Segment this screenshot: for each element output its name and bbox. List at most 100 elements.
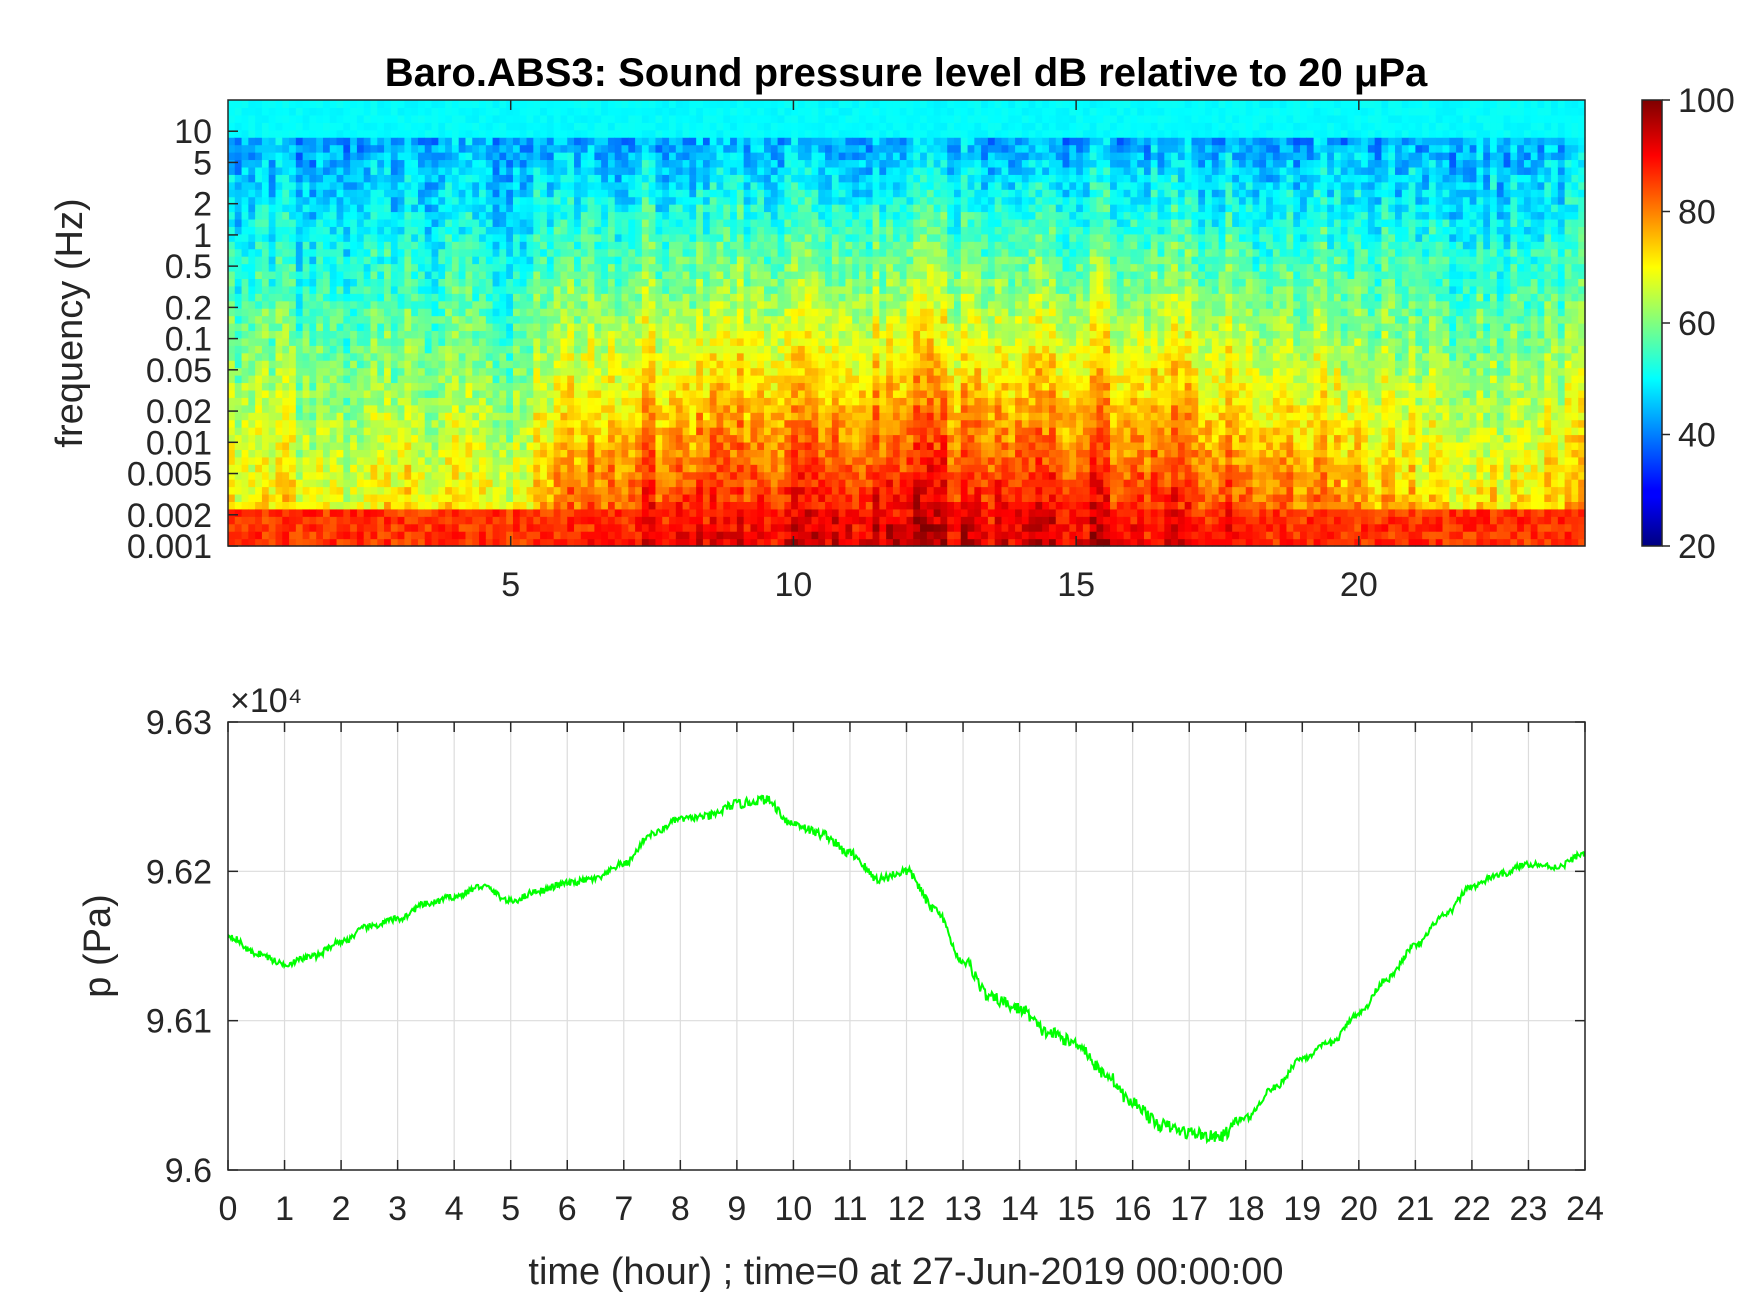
- heatmap-cell: [465, 315, 473, 324]
- heatmap-cell: [716, 308, 724, 317]
- heatmap-cell: [716, 137, 724, 146]
- heatmap-cell: [445, 352, 453, 361]
- heatmap-cell: [417, 166, 426, 175]
- heatmap-cell: [228, 211, 236, 220]
- heatmap-cell: [316, 270, 324, 279]
- heatmap-cell: [560, 152, 568, 161]
- heatmap-cell: [648, 159, 657, 168]
- heatmap-cell: [546, 412, 555, 421]
- heatmap-cell: [417, 464, 426, 473]
- heatmap-cell: [458, 241, 467, 250]
- heatmap-cell: [689, 434, 697, 443]
- heatmap-cell: [282, 375, 290, 384]
- heatmap-cell: [275, 449, 283, 458]
- heatmap-cell: [648, 285, 657, 294]
- heatmap-cell: [289, 122, 297, 131]
- heatmap-cell: [282, 122, 290, 131]
- heatmap-cell: [458, 166, 467, 175]
- heatmap-cell: [574, 516, 582, 525]
- heatmap-cell: [764, 360, 772, 369]
- heatmap-cell: [397, 538, 406, 547]
- heatmap-cell: [499, 449, 507, 458]
- heatmap-cell: [485, 404, 494, 413]
- heatmap-cell: [682, 508, 690, 517]
- heatmap-cell: [689, 233, 697, 242]
- heatmap-cell: [764, 226, 772, 235]
- heatmap-cell: [445, 449, 453, 458]
- heatmap-cell: [384, 315, 392, 324]
- heatmap-cell: [628, 404, 636, 413]
- heatmap-cell: [601, 501, 609, 510]
- heatmap-cell: [540, 367, 548, 376]
- heatmap-cell: [526, 397, 534, 406]
- heatmap-cell: [336, 152, 344, 161]
- heatmap-cell: [329, 375, 338, 384]
- heatmap-cell: [601, 323, 609, 332]
- heatmap-cell: [587, 382, 595, 391]
- heatmap-cell: [574, 107, 582, 116]
- heatmap-cell: [723, 531, 731, 540]
- heatmap-cell: [350, 449, 358, 458]
- heatmap-cell: [417, 122, 426, 131]
- heatmap-cell: [540, 397, 548, 406]
- heatmap-cell: [574, 389, 582, 398]
- heatmap-cell: [662, 330, 670, 339]
- heatmap-cell: [261, 360, 270, 369]
- heatmap-cell: [261, 144, 270, 153]
- heatmap-cell: [350, 256, 358, 265]
- heatmap-cell: [302, 360, 311, 369]
- heatmap-cell: [512, 129, 521, 138]
- heatmap-cell: [248, 241, 256, 250]
- heatmap-cell: [390, 352, 399, 361]
- heatmap-cell: [506, 300, 514, 309]
- heatmap-cell: [553, 501, 562, 510]
- heatmap-cell: [770, 256, 779, 265]
- heatmap-cell: [628, 367, 636, 376]
- heatmap-cell: [465, 516, 473, 525]
- heatmap-cell: [431, 419, 439, 428]
- heatmap-cell: [322, 464, 331, 473]
- heatmap-cell: [363, 456, 372, 465]
- heatmap-cell: [458, 323, 467, 332]
- heatmap-cell: [431, 523, 439, 532]
- heatmap-cell: [268, 337, 277, 346]
- heatmap-cell: [702, 337, 711, 346]
- heatmap-cell: [662, 174, 670, 183]
- heatmap-cell: [716, 523, 724, 532]
- heatmap-cell: [764, 256, 772, 265]
- heatmap-cell: [736, 144, 745, 153]
- heatmap-cell: [696, 181, 704, 190]
- heatmap-cell: [587, 330, 595, 339]
- heatmap-cell: [431, 174, 439, 183]
- heatmap-cell: [648, 479, 657, 488]
- heatmap-cell: [716, 449, 724, 458]
- heatmap-cell: [716, 404, 724, 413]
- heatmap-cell: [228, 107, 236, 116]
- heatmap-cell: [567, 479, 575, 488]
- heatmap-cell: [479, 256, 487, 265]
- heatmap-cell: [228, 523, 236, 532]
- heatmap-cell: [289, 419, 297, 428]
- heatmap-cell: [228, 479, 236, 488]
- heatmap-cell: [384, 293, 392, 302]
- heatmap-cell: [316, 493, 324, 502]
- heatmap-cell: [533, 516, 541, 525]
- heatmap-cell: [424, 107, 433, 116]
- heatmap-cell: [784, 538, 792, 547]
- heatmap-cell: [289, 211, 297, 220]
- heatmap-cell: [621, 523, 629, 532]
- heatmap-cell: [316, 181, 324, 190]
- heatmap-cell: [574, 434, 582, 443]
- heatmap-cell: [458, 293, 467, 302]
- heatmap-cell: [702, 456, 711, 465]
- heatmap-cell: [655, 375, 663, 384]
- heatmap-cell: [702, 114, 711, 123]
- heatmap-cell: [702, 241, 711, 250]
- heatmap-cell: [234, 382, 243, 391]
- heatmap-cell: [241, 233, 249, 242]
- heatmap-cell: [384, 226, 392, 235]
- heatmap-cell: [519, 367, 528, 376]
- heatmap-cell: [540, 419, 548, 428]
- heatmap-cell: [750, 367, 758, 376]
- heatmap-cell: [499, 360, 507, 369]
